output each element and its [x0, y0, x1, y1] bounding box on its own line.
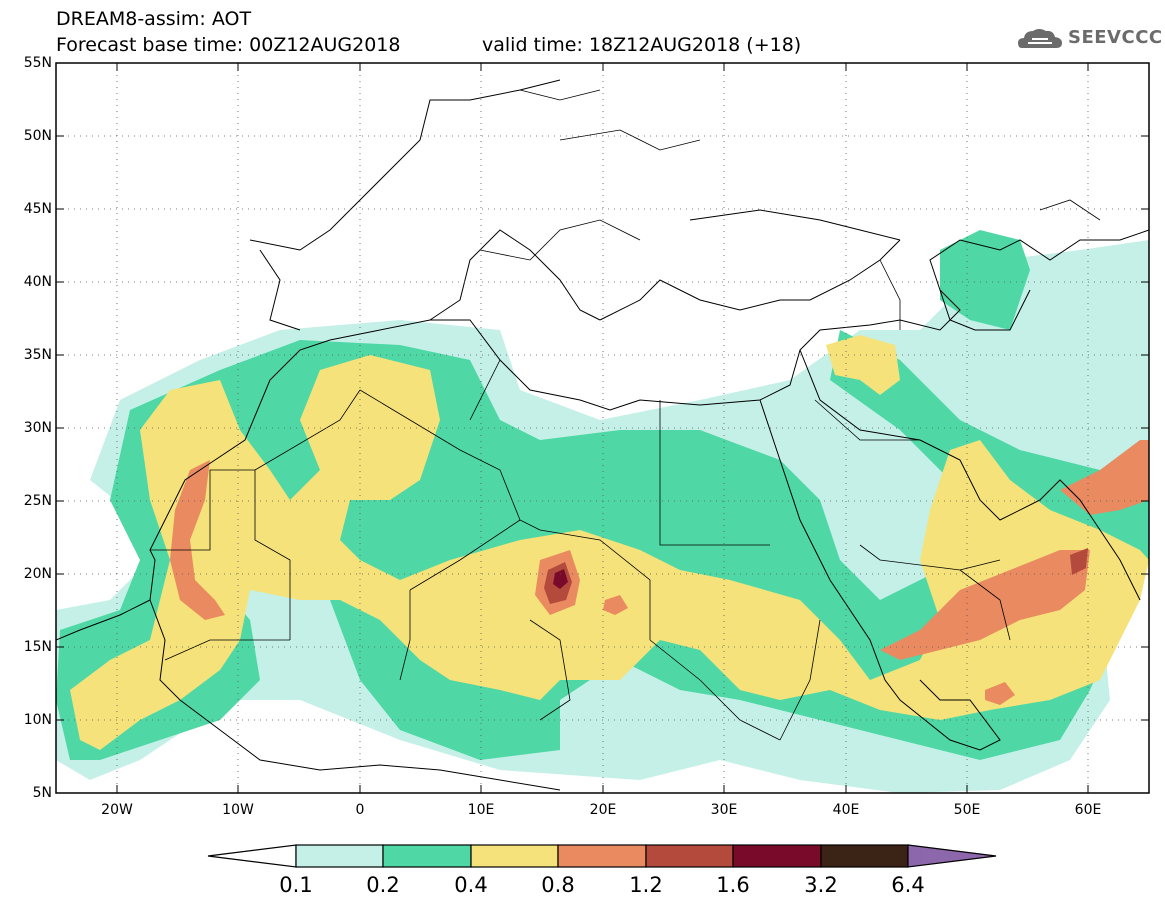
- axis-ticks: [56, 62, 1149, 793]
- colorbar-label-0.1: 0.1: [279, 873, 313, 897]
- colorbar-label-6.4: 6.4: [891, 873, 925, 897]
- graticule: [56, 63, 1149, 793]
- colorbar-label-3.2: 3.2: [804, 873, 838, 897]
- aot-level-0.8-spot: [985, 682, 1015, 705]
- country-borders: [150, 89, 1101, 741]
- lat-label-20n: 20N: [23, 566, 52, 582]
- colorbar-segment-0.2: [382, 844, 472, 868]
- lon-label-10w: 10W: [222, 802, 254, 818]
- aot-level-0.8-libya: [603, 595, 628, 615]
- lat-label-30n: 30N: [23, 420, 52, 436]
- lon-label-10e: 10E: [467, 802, 495, 818]
- lon-label-20e: 20E: [589, 802, 617, 818]
- colorbar-over-arrow: [907, 844, 997, 868]
- lat-label-15n: 15N: [23, 639, 52, 655]
- valid-time-label: valid time: 18Z12AUG2018 (+18): [482, 34, 802, 56]
- coastlines: [56, 79, 1149, 791]
- colorbar-segment-0.8: [557, 844, 647, 868]
- lat-label-45n: 45N: [23, 201, 52, 217]
- lat-label-35n: 35N: [23, 347, 52, 363]
- lat-label-55n: 55N: [23, 55, 52, 71]
- colorbar-label-0.4: 0.4: [454, 873, 488, 897]
- lat-label-5n: 5N: [32, 785, 52, 801]
- lon-label-20w: 20W: [101, 802, 133, 818]
- colorbar-label-0.2: 0.2: [366, 873, 400, 897]
- lat-label-10n: 10N: [23, 712, 52, 728]
- colorbar-segment-1.2: [645, 844, 734, 868]
- lon-label-60e: 60E: [1074, 802, 1102, 818]
- aot-level-0.4-iraq: [826, 335, 900, 395]
- lat-label-40n: 40N: [23, 274, 52, 290]
- colorbar-segment-3.2: [820, 844, 909, 868]
- colorbar-label-1.2: 1.2: [629, 873, 663, 897]
- aot-level-0.8-oman: [1060, 440, 1149, 515]
- colorbar-label-1.6: 1.6: [716, 873, 750, 897]
- aot-level-1.6: [553, 569, 568, 589]
- colorbar-segment-0.1: [295, 844, 384, 868]
- aot-level-0.2-caspian: [940, 230, 1030, 330]
- lon-label-30e: 30E: [710, 802, 738, 818]
- colorbar-under-arrow: [207, 844, 297, 868]
- title-line2: Forecast base time: 00Z12AUG2018: [56, 34, 401, 56]
- aot-level-1.2-arabia: [1070, 548, 1088, 575]
- colorbar-label-0.8: 0.8: [541, 873, 575, 897]
- colorbar-segment-0.4: [470, 844, 559, 868]
- aot-level-0.8: [170, 460, 225, 620]
- lat-label-25n: 25N: [23, 493, 52, 509]
- lat-label-50n: 50N: [23, 128, 52, 144]
- aot-level-0.8-arabia: [880, 550, 1090, 660]
- lon-label-40e: 40E: [832, 802, 860, 818]
- logo-text: SEEVCCC: [1068, 27, 1163, 48]
- aot-level-0.4: [70, 355, 1149, 750]
- lon-label-50e: 50E: [953, 802, 981, 818]
- cloud-logo-icon: [1018, 29, 1062, 48]
- title-line1: DREAM8-assim: AOT: [56, 8, 252, 30]
- colorbar: [207, 844, 997, 868]
- colorbar-segment-1.6: [732, 844, 822, 868]
- lon-label-0: 0: [355, 802, 365, 818]
